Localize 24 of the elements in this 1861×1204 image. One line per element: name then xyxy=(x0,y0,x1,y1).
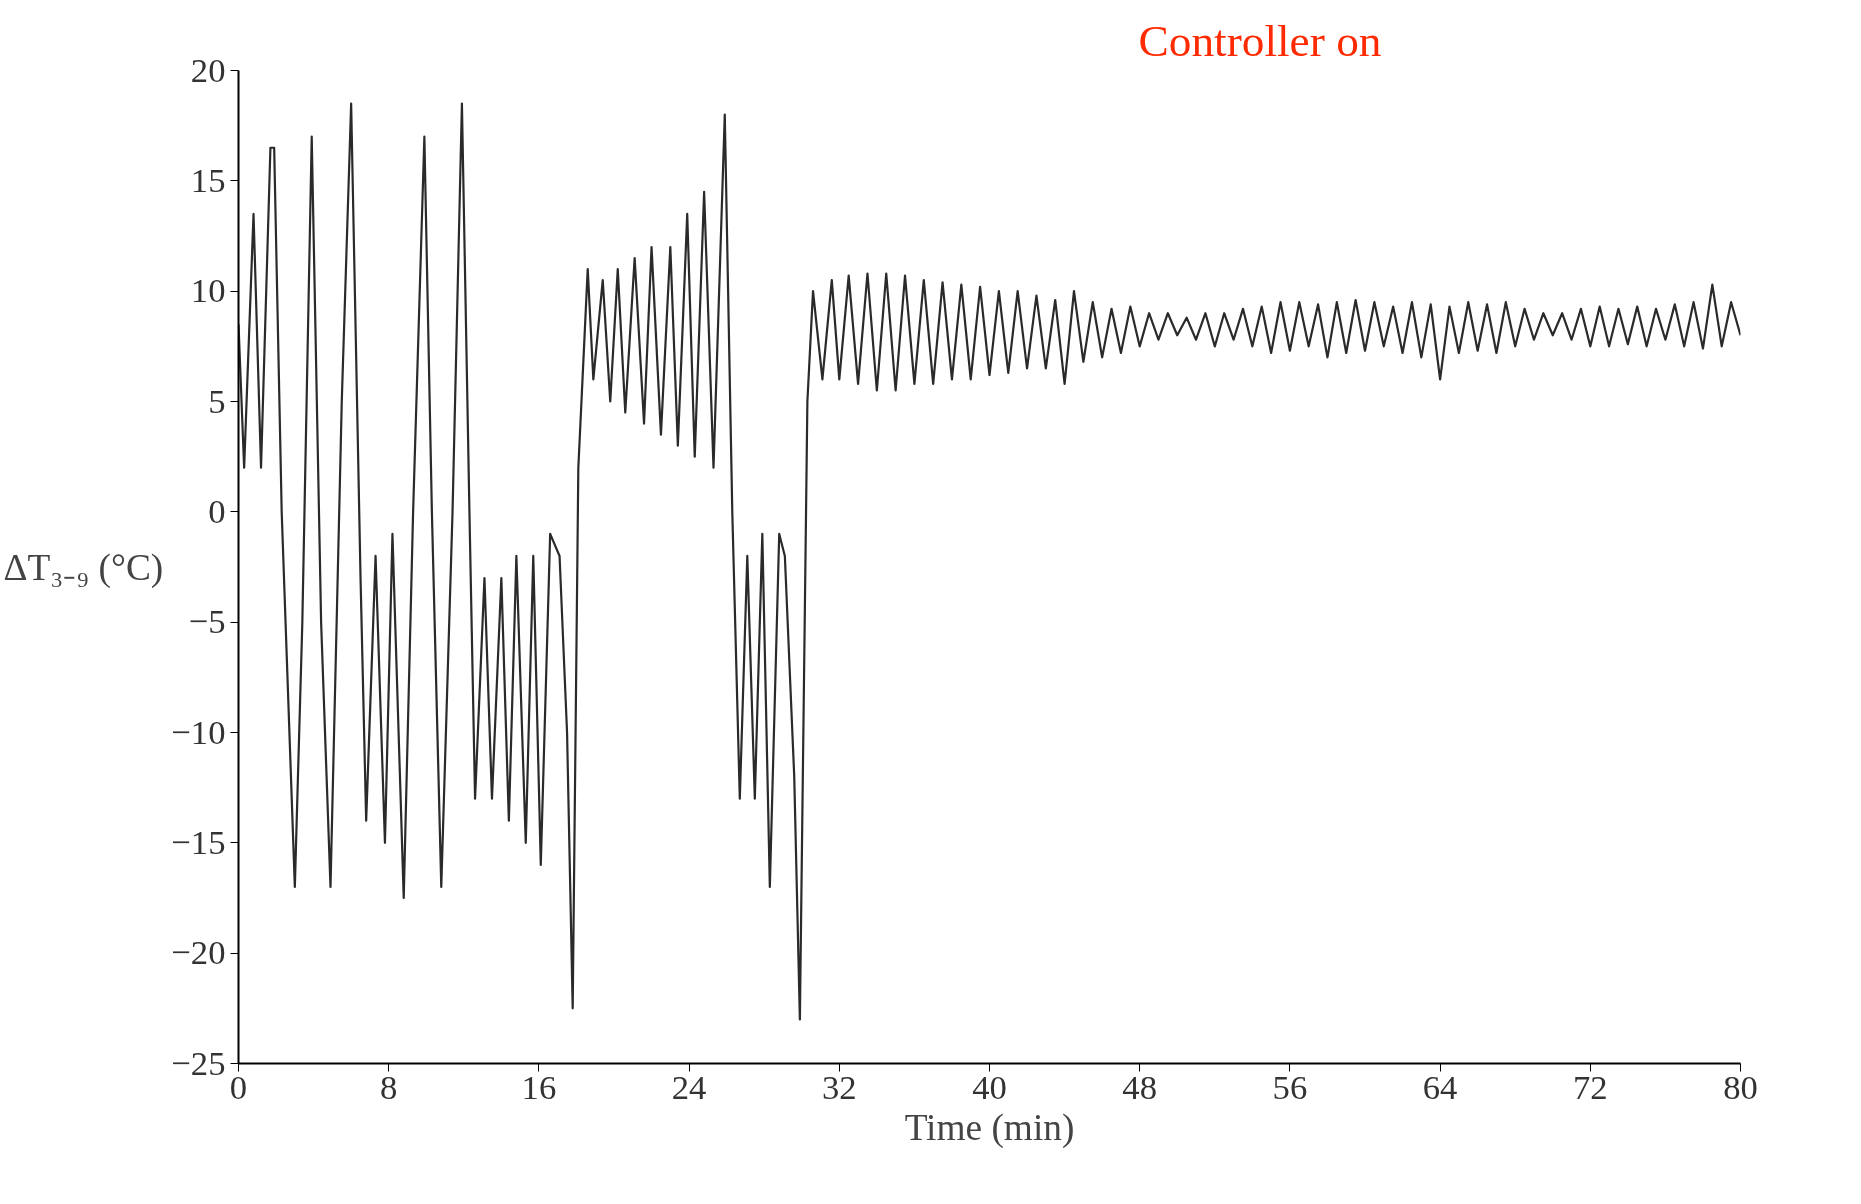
x-tick-label: 48 xyxy=(1122,1067,1158,1106)
y-tick-label: −20 xyxy=(171,933,226,972)
y-tick-label: −25 xyxy=(171,1043,226,1082)
line-series xyxy=(238,102,1741,1021)
x-axis-title: Time (min) xyxy=(904,1106,1075,1149)
x-tick-label: 56 xyxy=(1272,1067,1308,1106)
y-tick-label: 15 xyxy=(190,160,226,199)
y-tick-label: −15 xyxy=(171,822,226,861)
y-tick-label: −10 xyxy=(171,712,226,751)
y-tick-label: −5 xyxy=(188,602,226,641)
x-tick-label: 24 xyxy=(671,1067,707,1106)
x-tick-label: 80 xyxy=(1723,1067,1758,1106)
x-tick-label: 40 xyxy=(972,1067,1007,1106)
x-tick-label: 64 xyxy=(1422,1067,1458,1106)
y-axis-title: ΔT₃₋₉ (°C) xyxy=(3,546,164,589)
y-tick-label: 20 xyxy=(190,50,226,89)
text: Controller on xyxy=(1138,15,1382,66)
x-tick-label: 16 xyxy=(521,1067,557,1106)
y-tick-label: 0 xyxy=(208,491,226,530)
y-tick-label: 10 xyxy=(190,271,226,310)
x-tick-label: 72 xyxy=(1572,1067,1608,1106)
x-tick-label: 32 xyxy=(821,1067,857,1106)
x-tick-label: 8 xyxy=(380,1067,398,1106)
y-tick-label: 5 xyxy=(208,381,226,420)
